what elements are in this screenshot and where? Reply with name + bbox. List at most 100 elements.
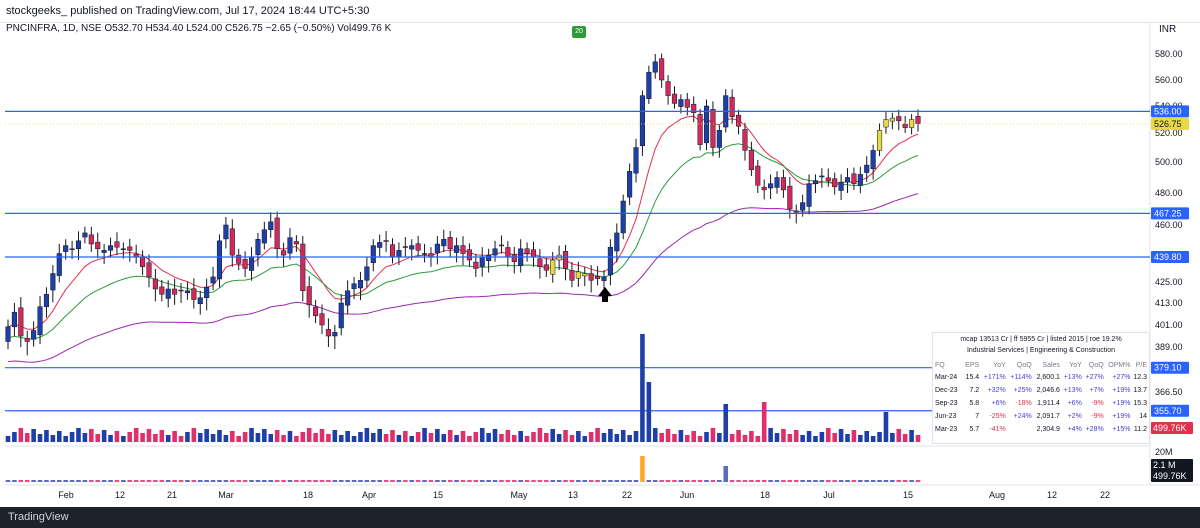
fundamentals-cell: +27% xyxy=(1112,374,1131,381)
volume-bar xyxy=(101,430,107,442)
volume-bar xyxy=(544,433,549,442)
volume-bar xyxy=(595,428,600,442)
time-axis-label: 15 xyxy=(433,490,443,500)
price-chart[interactable]: 580.00560.00540.00520.00500.00480.00460.… xyxy=(0,0,1200,507)
volume-bar xyxy=(601,433,607,442)
lower-volume-bar xyxy=(749,480,754,482)
lower-volume-bar xyxy=(563,480,568,482)
volume-bar xyxy=(781,429,786,442)
volume-bar xyxy=(415,432,421,442)
volume-bar xyxy=(153,434,158,442)
volume-bar xyxy=(12,432,17,442)
lower-volume-bar xyxy=(217,480,222,482)
time-axis-label: Feb xyxy=(58,490,74,500)
fundamentals-cell: +6% xyxy=(991,400,1006,407)
volume-bar xyxy=(428,433,434,442)
time-axis-label: 18 xyxy=(760,490,770,500)
candle-body xyxy=(5,326,11,342)
volume-bar xyxy=(723,404,729,442)
candle-body xyxy=(562,251,569,269)
lower-volume-bar xyxy=(396,480,402,482)
volume-bar xyxy=(114,431,120,442)
tradingview-logo[interactable]: TradingView xyxy=(8,511,69,523)
fundamentals-cell: 2,091.7 xyxy=(1036,413,1060,420)
candle-body xyxy=(492,248,498,256)
candle-body xyxy=(832,178,838,188)
lower-volume-bar xyxy=(197,480,203,482)
candle-body xyxy=(370,245,376,263)
volume-bar xyxy=(467,436,472,442)
lower-volume-bar xyxy=(877,480,882,482)
candle-body xyxy=(133,253,139,257)
price-tick-label: 460.00 xyxy=(1155,220,1183,230)
lower-volume-bar xyxy=(672,480,677,482)
volume-tag-label: 2.1 M xyxy=(1153,460,1176,470)
level-price-label: 467.25 xyxy=(1154,208,1182,218)
candle-body xyxy=(197,297,203,304)
volume-bar xyxy=(684,435,690,442)
lower-volume-bar xyxy=(185,480,190,482)
lower-volume-bar xyxy=(646,480,652,482)
volume-bar xyxy=(159,430,165,442)
fundamentals-cell: 12.3 xyxy=(1133,374,1147,381)
level-price-tag xyxy=(1151,404,1189,417)
lower-volume-bar xyxy=(255,480,261,482)
volume-bar xyxy=(18,428,24,442)
fundamentals-cell: +15% xyxy=(1112,426,1131,433)
volume-bar xyxy=(646,382,652,442)
lower-volume-bar xyxy=(736,480,741,482)
volume-bar xyxy=(704,432,709,442)
indicator-badge[interactable]: 20 xyxy=(572,26,586,38)
lower-volume-bar xyxy=(338,480,344,482)
volume-bar xyxy=(531,432,536,442)
lower-volume-bar xyxy=(37,480,43,482)
volume-bar xyxy=(121,436,126,442)
volume-bar xyxy=(672,434,677,442)
time-axis-label: 18 xyxy=(303,490,313,500)
fundamentals-row: Dec-23 7.2 +32% +25% 2,046.6 +13% +7% +19% 13.7 xyxy=(935,384,1147,397)
lower-volume-bar xyxy=(633,480,639,482)
volume-bar xyxy=(306,428,312,442)
candle-body xyxy=(31,330,37,340)
price-tick-label: 401.00 xyxy=(1155,320,1183,330)
lower-volume-bar xyxy=(454,480,459,482)
volume-bar xyxy=(697,436,703,442)
candle-body xyxy=(889,117,895,122)
lower-volume-bar xyxy=(428,480,434,482)
volume-bar xyxy=(640,334,645,442)
lower-volume-bar xyxy=(69,480,75,482)
fundamentals-cell: 2,046.6 xyxy=(1036,387,1060,394)
fundamentals-cell: 14 xyxy=(1139,413,1147,420)
lower-volume-bar xyxy=(774,480,780,482)
lower-volume-bar xyxy=(223,480,229,482)
candle-body xyxy=(69,248,75,251)
candle-body xyxy=(486,254,492,261)
fundamentals-cell: +13% xyxy=(1063,374,1082,381)
volume-bar xyxy=(890,433,895,442)
lower-volume-bar xyxy=(345,480,350,482)
lower-volume-bar xyxy=(204,480,209,482)
candle-body xyxy=(742,129,748,151)
candle-body xyxy=(691,103,697,113)
candle-body xyxy=(787,185,793,210)
fundamentals-cell: +6% xyxy=(1067,400,1082,407)
lower-volume-bar xyxy=(691,480,697,482)
volume-bar xyxy=(620,430,626,442)
price-tick-label: 520.00 xyxy=(1155,128,1183,138)
volume-bar xyxy=(511,435,517,442)
volume-bar xyxy=(749,431,754,442)
volume-bar xyxy=(832,433,837,442)
lower-volume-bar xyxy=(24,480,30,482)
volume-bar xyxy=(460,431,466,442)
currency-label[interactable]: INR xyxy=(1159,24,1177,35)
volume-bar xyxy=(524,436,530,442)
level-price-tag xyxy=(1151,251,1189,263)
volume-bar xyxy=(877,432,882,442)
volume-bar xyxy=(345,431,350,442)
lower-volume-bar xyxy=(172,480,177,482)
lower-volume-bar xyxy=(717,480,722,482)
candle-body xyxy=(50,273,56,291)
candle-body xyxy=(95,241,101,250)
lower-volume-bar xyxy=(902,480,908,482)
volume-bar xyxy=(56,431,62,442)
